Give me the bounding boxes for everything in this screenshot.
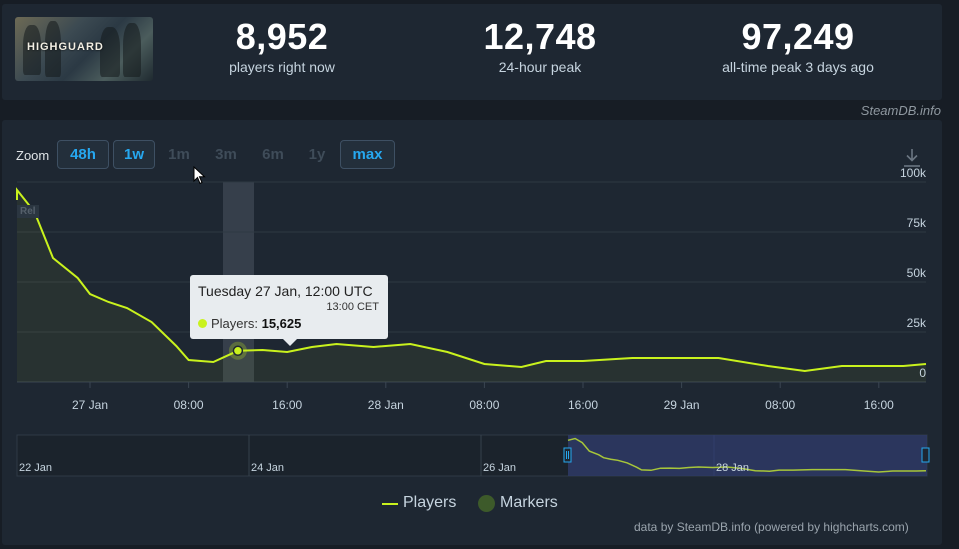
tooltip-subtitle: 13:00 CET (326, 301, 379, 313)
players-series-line[interactable] (16, 187, 927, 373)
x-tick-label: 29 Jan (664, 398, 700, 412)
zoom-label: Zoom (16, 148, 50, 163)
zoom-48h-button[interactable]: 48h (57, 140, 109, 169)
navigator-series-line (567, 437, 927, 473)
legend-players-label[interactable]: Players (403, 494, 457, 511)
zoom-3m-button[interactable]: 3m (215, 146, 237, 163)
tooltip-series-label: Players: (211, 316, 258, 331)
highlighted-point[interactable] (232, 345, 244, 356)
footer-credit[interactable]: data by SteamDB.info (powered by highcha… (634, 520, 909, 534)
mouse-cursor-icon (193, 166, 206, 185)
tooltip-arrow (283, 339, 297, 346)
all-time-peak-label: all-time peak 3 days ago (722, 59, 874, 75)
game-logo-text: HIGHGUARD (27, 41, 104, 53)
legend-markers-swatch[interactable] (478, 495, 495, 512)
zoom-1m-button[interactable]: 1m (168, 146, 190, 163)
y-tick-label: 75k (907, 216, 927, 230)
y-tick-label: 25k (907, 316, 927, 330)
navigator-right-handle[interactable] (921, 447, 930, 463)
x-tick-label: 16:00 (864, 398, 894, 412)
tooltip-title: Tuesday 27 Jan, 12:00 UTC (198, 283, 373, 299)
y-axis-labels: 0 25k 50k 75k 100k (900, 166, 927, 380)
tooltip-series-dot (198, 319, 207, 328)
x-tick-label: 08:00 (765, 398, 795, 412)
x-tick-label: 08:00 (174, 398, 204, 412)
all-time-peak-value: 97,249 (741, 16, 855, 57)
navigator-tick-label: 26 Jan (483, 462, 516, 474)
zoom-1w-button[interactable]: 1w (113, 140, 155, 169)
x-tick-label: 08:00 (469, 398, 499, 412)
zoom-6m-button[interactable]: 6m (262, 146, 284, 163)
zoom-max-button[interactable]: max (340, 140, 395, 169)
tooltip-series-row: Players: 15,625 (198, 316, 301, 331)
stats-panel (2, 4, 942, 100)
chart-tooltip: Tuesday 27 Jan, 12:00 UTC 13:00 CET Play… (190, 275, 388, 339)
download-icon[interactable] (902, 147, 922, 169)
y-tick-label: 0 (919, 366, 926, 380)
current-players-value: 8,952 (235, 16, 329, 57)
grid-lines (17, 181, 926, 383)
navigator-tick-label: 22 Jan (19, 462, 52, 474)
peak-24h-value: 12,748 (483, 16, 597, 57)
legend-markers-label[interactable]: Markers (500, 494, 558, 511)
navigator-labels: 22 Jan 24 Jan 26 Jan 28 Jan (19, 462, 749, 474)
steamdb-credit[interactable]: SteamDB.info (860, 103, 941, 118)
tooltip-series-value: 15,625 (261, 316, 302, 331)
x-tick-label: 28 Jan (368, 398, 404, 412)
x-axis-labels: 27 Jan 08:00 16:00 28 Jan 08:00 16:00 29 Jan 08… (72, 398, 894, 412)
game-header-image[interactable]: HIGHGUARD (15, 17, 153, 81)
zoom-1y-button[interactable]: 1y (308, 146, 326, 163)
x-tick-label: 27 Jan (72, 398, 108, 412)
release-marker-badge[interactable]: Rel (17, 205, 39, 218)
players-area (17, 190, 926, 382)
y-tick-label: 100k (900, 166, 927, 180)
stat-all-time-peak: 97,249 all-time peak 3 days ago (688, 16, 908, 76)
stat-current-players: 8,952 players right now (172, 16, 392, 76)
legend-players-swatch[interactable] (382, 503, 398, 505)
x-axis-ticks (89, 382, 880, 388)
y-tick-label: 50k (907, 266, 927, 280)
navigator-tick-label: 24 Jan (251, 462, 284, 474)
x-tick-label: 16:00 (568, 398, 598, 412)
x-tick-label: 16:00 (272, 398, 302, 412)
current-players-label: players right now (229, 59, 335, 75)
navigator[interactable]: 22 Jan 24 Jan 26 Jan 28 Jan (16, 434, 930, 477)
navigator-tick-label: 28 Jan (716, 462, 749, 474)
peak-24h-label: 24-hour peak (498, 59, 582, 75)
navigator-left-handle[interactable] (563, 447, 572, 463)
stat-24h-peak: 12,748 24-hour peak (430, 16, 650, 76)
